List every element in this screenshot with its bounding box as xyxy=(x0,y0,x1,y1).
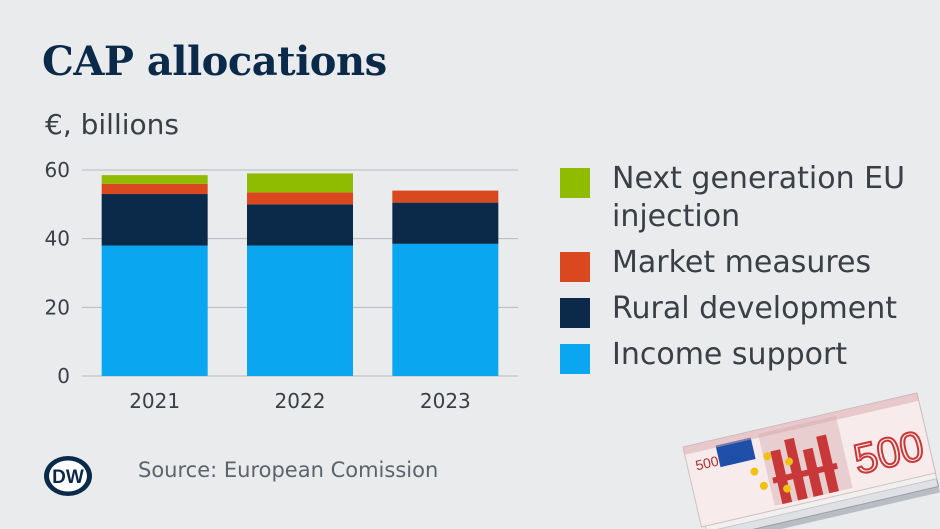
legend-label-market-measures: Market measures xyxy=(612,245,872,280)
x-tick-label: 2021 xyxy=(129,389,180,413)
dw-logo-text: DW xyxy=(52,467,84,488)
bar-segment xyxy=(101,194,208,246)
legend-item-rural-development: Rural development xyxy=(560,290,920,328)
legend-label-next-generation: Next generation EU injection xyxy=(612,161,906,234)
bar-segment xyxy=(247,192,353,205)
bar-segment xyxy=(247,173,353,193)
legend-item-income-support: Income support xyxy=(560,336,920,374)
bar-segment xyxy=(247,245,353,376)
chart-unit-label: €, billions xyxy=(45,108,179,141)
legend-swatch-next-generation xyxy=(560,168,590,198)
dw-logo: DW xyxy=(44,456,92,496)
x-tick-label: 2022 xyxy=(275,389,326,413)
bar-segment xyxy=(392,243,499,376)
legend-item-market-measures: Market measures xyxy=(560,244,920,282)
legend-swatch-income-support xyxy=(560,344,590,374)
x-axis-ticks: 2021 2022 2023 xyxy=(129,389,471,413)
bar-segment xyxy=(101,245,208,376)
svg-text:500: 500 xyxy=(694,453,721,474)
legend-swatch-market-measures xyxy=(560,252,590,282)
bar-chart: 0 20 40 60 2021 2022 2023 xyxy=(45,158,518,413)
y-tick-label: 40 xyxy=(45,227,70,251)
euro-banknotes-image: 500 EURO 500 xyxy=(682,392,940,529)
x-tick-label: 2023 xyxy=(420,389,471,413)
legend-item-next-generation: Next generation EU injection xyxy=(560,160,920,236)
legend-label-income-support: Income support xyxy=(612,337,848,372)
source-note: Source: European Comission xyxy=(138,458,439,482)
bar-segment xyxy=(392,202,499,244)
bar-stacks xyxy=(101,173,499,376)
legend-label-rural-development: Rural development xyxy=(612,291,897,326)
y-tick-label: 20 xyxy=(45,295,70,319)
y-tick-label: 60 xyxy=(45,158,70,182)
y-tick-label: 0 xyxy=(57,364,70,388)
y-axis-ticks: 0 20 40 60 xyxy=(45,158,70,388)
legend-swatch-rural-development xyxy=(560,298,590,328)
chart-legend: Next generation EU injection Market meas… xyxy=(560,160,920,382)
bar-segment xyxy=(101,175,208,184)
bar-segment xyxy=(392,190,499,203)
bar-segment xyxy=(101,183,208,195)
chart-title: CAP allocations xyxy=(42,38,387,85)
bar-segment xyxy=(247,204,353,246)
